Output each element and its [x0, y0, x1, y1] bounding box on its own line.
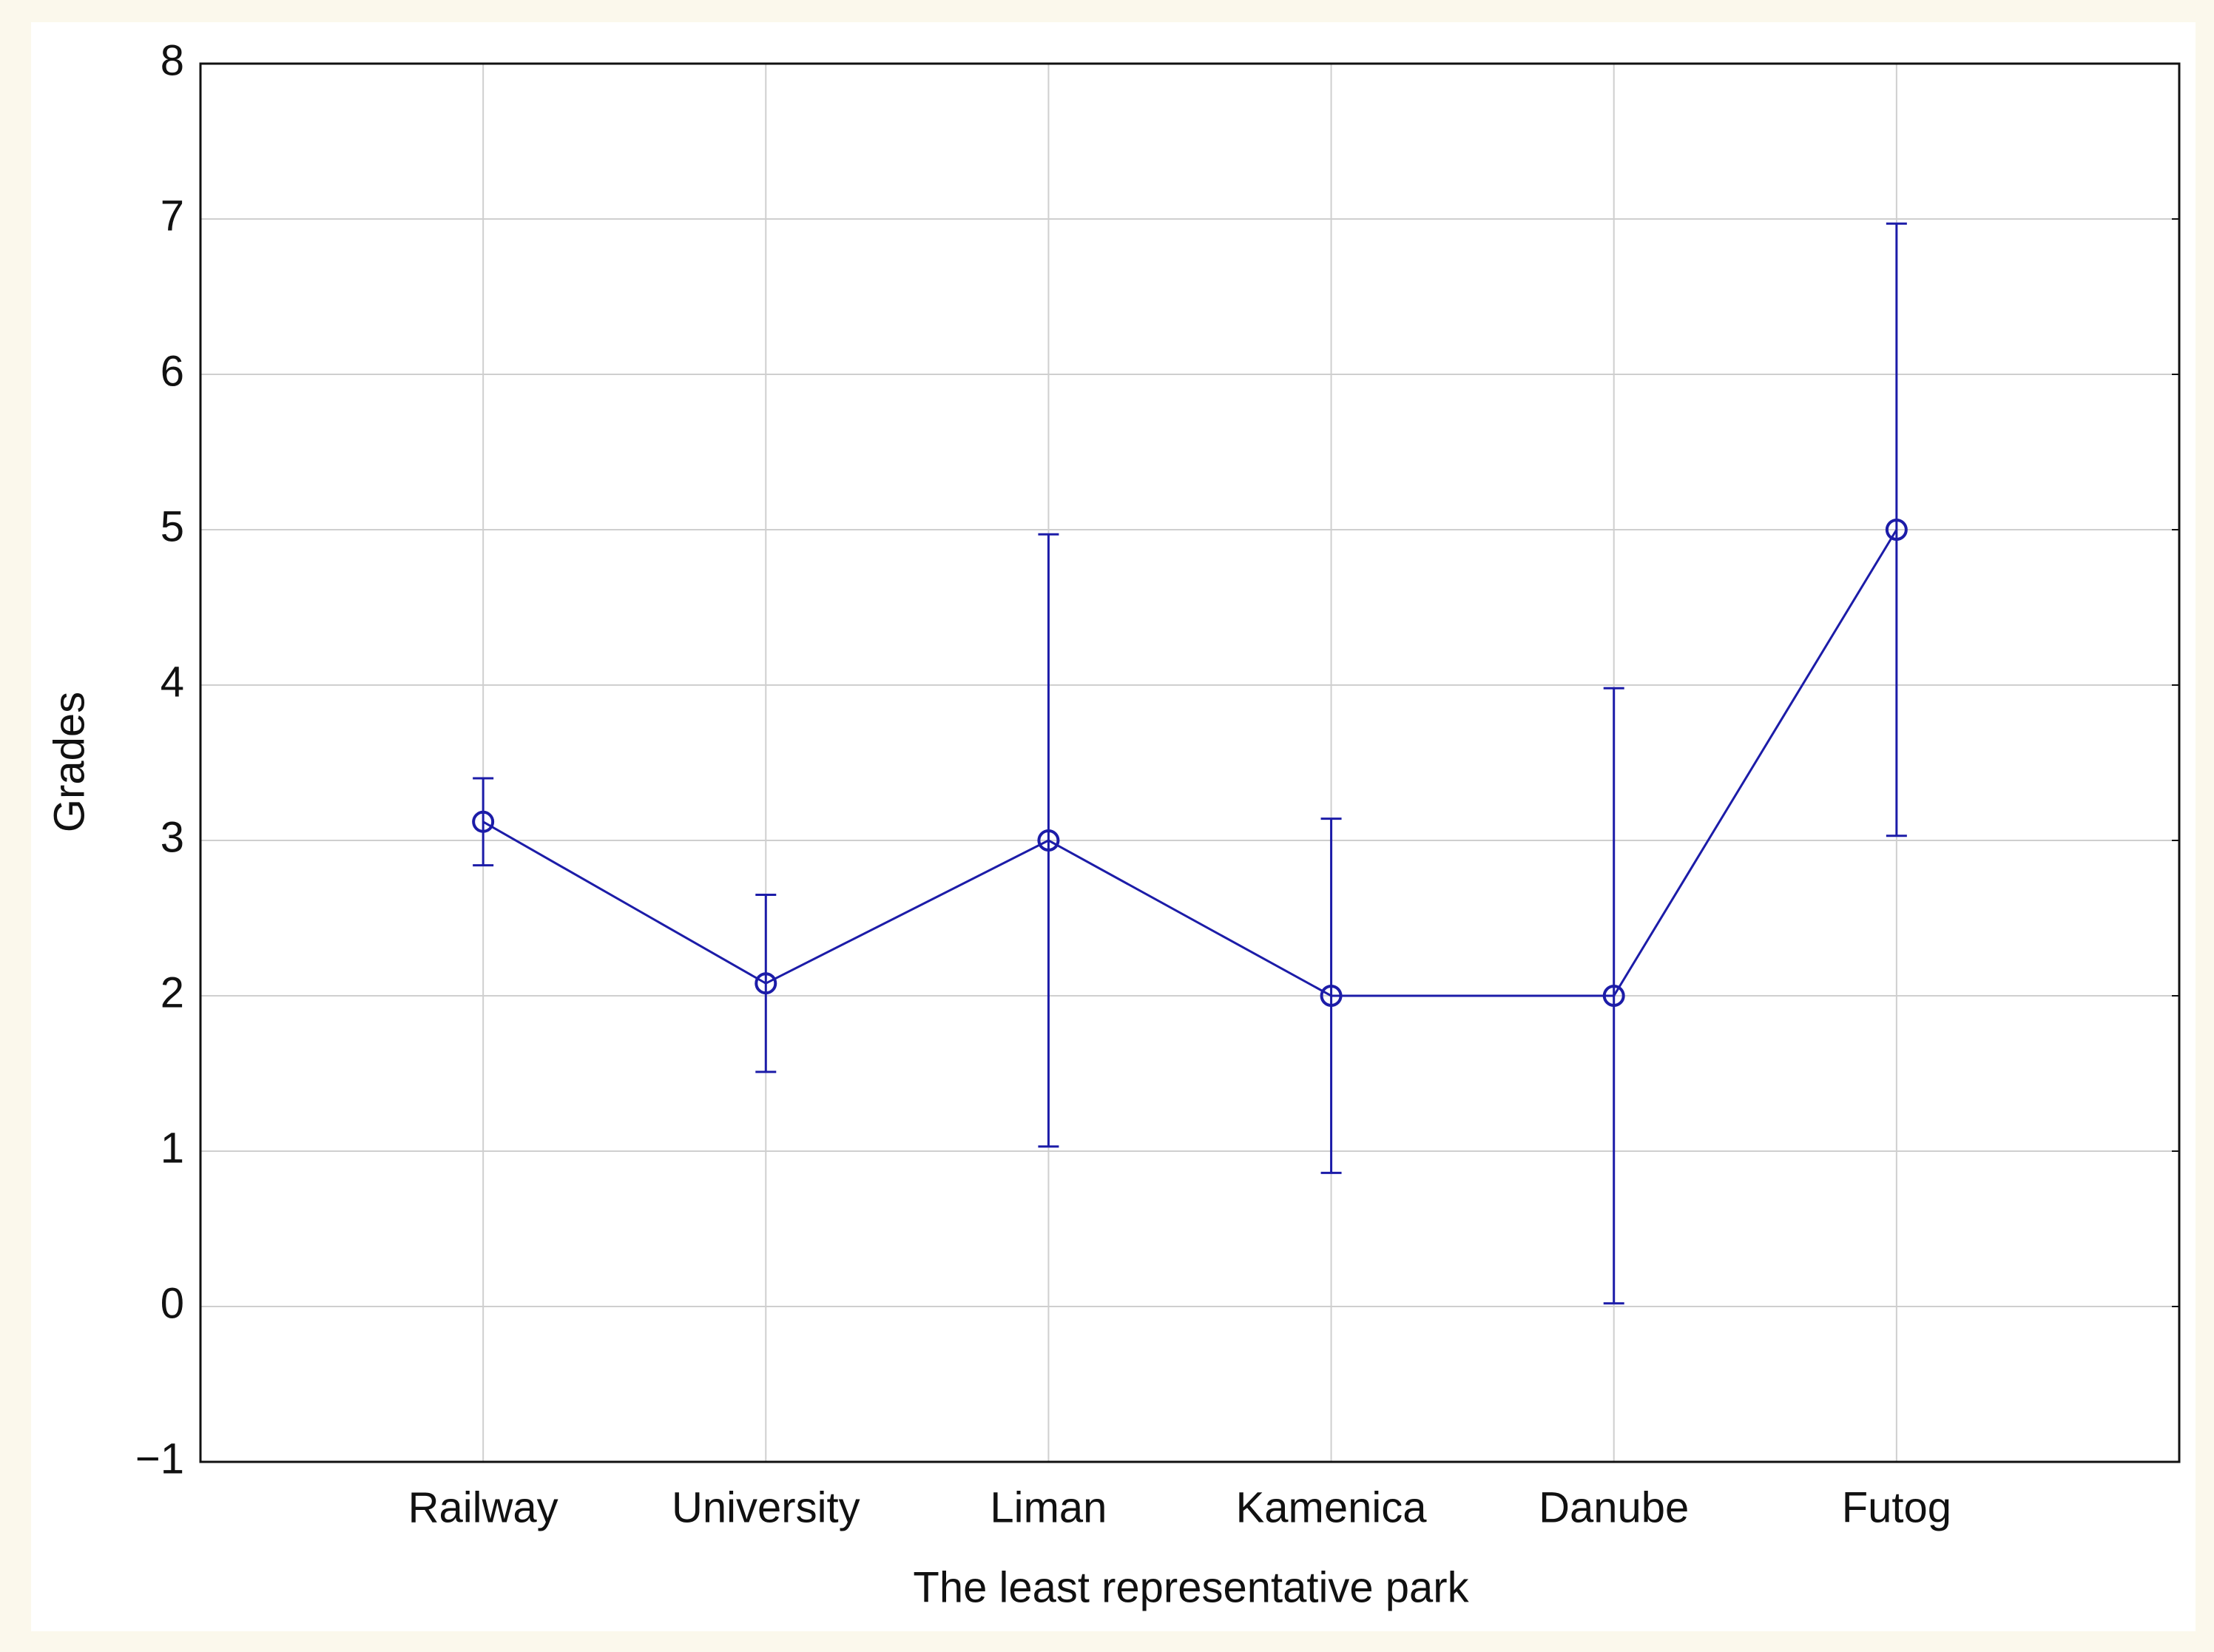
y-tick-label: 0 [161, 1279, 184, 1327]
y-tick-label: 8 [161, 36, 184, 84]
x-tick-label: University [672, 1483, 860, 1531]
point [755, 972, 777, 995]
y-tick-label: 1 [161, 1124, 184, 1172]
y-axis-label: Grades [45, 692, 93, 832]
x-tick-label: Kamenica [1236, 1483, 1428, 1531]
error-bar [1320, 817, 1342, 1174]
x-tick-label: Railway [408, 1483, 558, 1531]
error-bar [1038, 533, 1059, 1148]
x-axis-label: The least representative park [913, 1563, 1469, 1611]
point [1320, 985, 1343, 1007]
point [472, 810, 495, 833]
error-bar [755, 894, 777, 1073]
x-tick-label: Danube [1539, 1483, 1689, 1531]
y-tick-label: −1 [135, 1434, 184, 1483]
y-tick-label: 4 [161, 658, 184, 706]
y-tick-label: 6 [161, 347, 184, 395]
error-bar [473, 777, 494, 867]
point [1037, 829, 1060, 852]
plot-frame [199, 62, 2181, 1463]
y-tick-label: 3 [161, 813, 184, 861]
point [1602, 985, 1625, 1007]
point [1885, 519, 1908, 541]
error-bar [1603, 687, 1624, 1305]
x-tick-label: Futog [1842, 1483, 1951, 1531]
y-tick-label: 2 [161, 968, 184, 1017]
y-tick-label: 5 [161, 502, 184, 550]
chart-background [31, 22, 2196, 1631]
x-tick-label: Liman [990, 1483, 1107, 1531]
error-bar [1886, 222, 1907, 837]
series-line [482, 529, 1898, 997]
y-tick-label: 7 [161, 192, 184, 240]
